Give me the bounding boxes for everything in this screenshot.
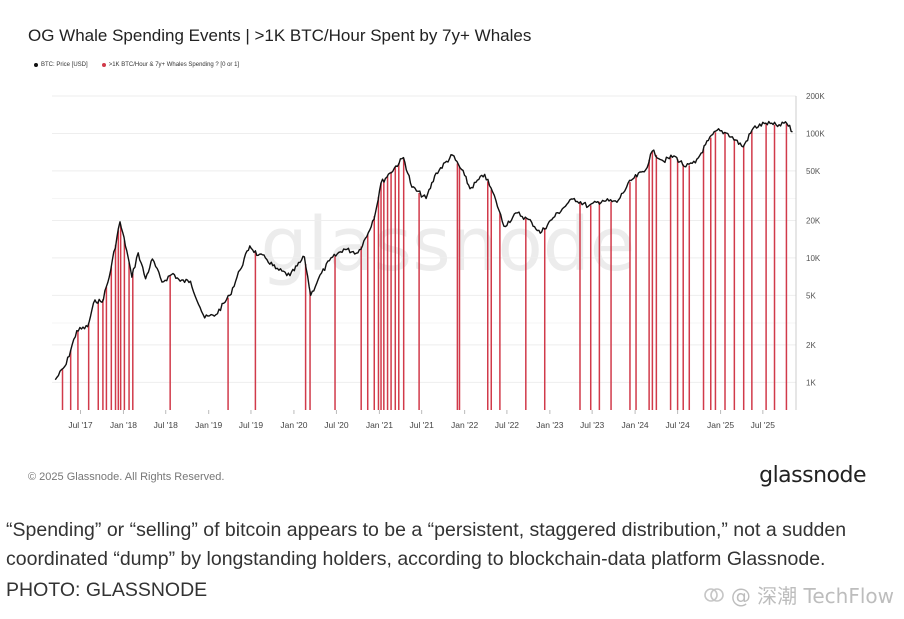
y-tick-label: 10K	[806, 254, 821, 263]
techflow-watermark: @ 深潮 TechFlow	[703, 580, 894, 609]
price-chart: glassnode 1K 2K 5K 10K 20K 50K 100K 200K Jul '1…	[52, 92, 825, 430]
brand-logo: glassnode	[759, 463, 866, 488]
y-tick-label: 50K	[806, 167, 821, 176]
y-tick-label: 200K	[806, 92, 825, 101]
x-tick-label: Jan '20	[280, 420, 307, 430]
y-tick-label: 100K	[806, 129, 825, 138]
x-tick-label: Jul '22	[495, 420, 520, 430]
techflow-watermark-text: @ 深潮 TechFlow	[730, 584, 894, 608]
whale-spending-events	[61, 123, 788, 410]
photo-credit: PHOTO: GLASSNODE	[6, 579, 208, 601]
legend-item-price[interactable]: BTC: Price [USD]	[34, 62, 88, 68]
legend-dot-icon	[101, 63, 106, 67]
x-tick-label: Jul '19	[239, 420, 264, 430]
background-watermark: glassnode	[261, 202, 636, 288]
x-tick-label: Jan '24	[622, 420, 649, 430]
y-tick-label: 5K	[806, 291, 816, 300]
x-tick-label: Jan '19	[195, 420, 222, 430]
x-tick-label: Jan '18	[110, 420, 137, 430]
price-line	[54, 120, 793, 381]
photo-caption: “Spending” or “selling” of bitcoin appea…	[6, 519, 847, 570]
copyright-text: © 2025 Glassnode. All Rights Reserved.	[28, 471, 225, 483]
legend-dot-icon	[34, 63, 38, 67]
x-tick-label: Jul '17	[68, 420, 93, 430]
x-axis: Jul '17 Jan '18 Jul '18 Jan '19 Jul '19 Jan '…	[68, 410, 775, 430]
grid-lines	[52, 95, 796, 383]
y-tick-label: 1K	[806, 378, 816, 387]
x-tick-label: Jan '21	[366, 420, 393, 430]
legend: BTC: Price [USD] >1K BTC/Hour & 7y+ Whal…	[34, 62, 239, 68]
x-tick-label: Jul '21	[410, 420, 435, 430]
x-tick-label: Jul '23	[580, 420, 605, 430]
chart-card: OG Whale Spending Events | >1K BTC/Hour …	[28, 26, 867, 488]
price-series	[54, 120, 793, 381]
legend-label-whale: >1K BTC/Hour & 7y+ Whales Spending ? [0 …	[108, 62, 240, 68]
chart-title: OG Whale Spending Events | >1K BTC/Hour …	[28, 26, 532, 45]
legend-label-price: BTC: Price [USD]	[41, 62, 88, 68]
x-tick-label: Jan '23	[536, 420, 563, 430]
x-tick-label: Jul '25	[751, 420, 776, 430]
legend-item-whale[interactable]: >1K BTC/Hour & 7y+ Whales Spending ? [0 …	[101, 62, 240, 68]
y-tick-label: 20K	[806, 216, 821, 225]
y-tick-label: 2K	[806, 341, 816, 350]
x-tick-label: Jan '22	[451, 420, 478, 430]
x-tick-label: Jul '18	[154, 420, 179, 430]
x-tick-label: Jul '24	[665, 420, 690, 430]
y-axis: 1K 2K 5K 10K 20K 50K 100K 200K	[795, 92, 825, 410]
x-tick-label: Jul '20	[324, 420, 349, 430]
x-tick-label: Jan '25	[707, 420, 734, 430]
techflow-logo-icon	[704, 587, 724, 602]
